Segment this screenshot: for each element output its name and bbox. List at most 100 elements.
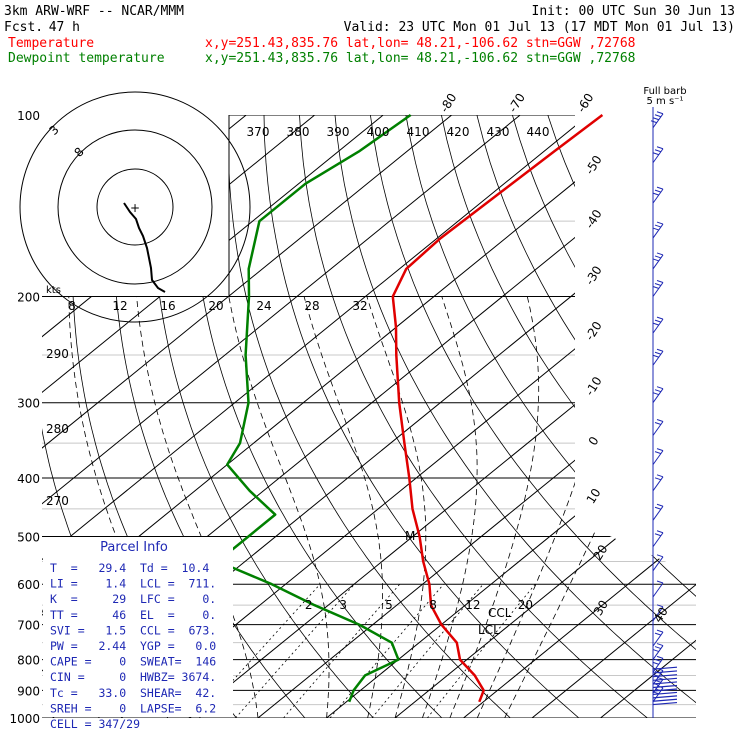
parcel-info-row: CIN = 0 HWBZ= 3674. bbox=[50, 670, 216, 684]
model-title: 3km ARW-WRF -- NCAR/MMM bbox=[4, 4, 184, 19]
parcel-info-row: CELL = 347/29 bbox=[50, 717, 140, 731]
mixing-ratio-line bbox=[329, 583, 444, 718]
forecast-hour: 47 h bbox=[49, 20, 80, 35]
wind-barb-low bbox=[652, 666, 678, 670]
wind-barb-flag bbox=[654, 189, 662, 193]
parcel-info-box: Parcel Info T = 29.4 Td = 10.4 LI = 1.4 LC… bbox=[43, 537, 233, 731]
mixing-ratio-label: 3 bbox=[339, 598, 347, 612]
wind-barb-low bbox=[652, 691, 678, 696]
hodograph-ring bbox=[57, 129, 213, 285]
dry-adiabat bbox=[152, 115, 386, 718]
wind-barb-flag bbox=[656, 604, 664, 608]
isotherm-label: -80 bbox=[437, 91, 459, 115]
wind-barb-flag bbox=[652, 354, 660, 358]
dewpoint-location: x,y=251.43,835.76 lat,lon= 48.21,-106.62… bbox=[205, 51, 635, 66]
dewpoint-legend: Dewpoint temperature bbox=[8, 51, 165, 66]
speed-axis-label: 8 bbox=[68, 299, 76, 313]
isotherm-line bbox=[515, 115, 696, 718]
wind-barb-flag bbox=[652, 227, 660, 231]
wind-barb-staff bbox=[652, 148, 664, 164]
wind-barb-flag bbox=[656, 221, 664, 225]
wind-barb-flag bbox=[656, 655, 664, 659]
wind-barb-flag bbox=[656, 554, 664, 558]
wind-barb-flag bbox=[652, 192, 660, 196]
dry-adiabat bbox=[405, 115, 696, 718]
wind-barb-flag bbox=[652, 392, 660, 396]
wind-barb-staff bbox=[652, 631, 664, 647]
speed-axis-label: 32 bbox=[352, 299, 367, 313]
wind-barb-flag bbox=[654, 114, 662, 118]
temperature-legend: Temperature bbox=[8, 36, 94, 51]
hodograph-units: kts bbox=[46, 285, 61, 296]
isotherm-label: -30 bbox=[582, 263, 604, 287]
wind-barb bbox=[652, 530, 664, 548]
isotherm-label: -20 bbox=[582, 319, 604, 343]
wind-barb-staff bbox=[652, 388, 664, 403]
mixing-ratio-label: 2 bbox=[305, 598, 313, 612]
wind-barb-low bbox=[652, 681, 678, 685]
forecast-label: Fcst. bbox=[4, 20, 43, 35]
isotherm-label: -50 bbox=[582, 153, 604, 177]
wind-barb-flag bbox=[656, 580, 664, 584]
theta-label-top: 390 bbox=[327, 125, 350, 139]
parcel-info-title: Parcel Info bbox=[100, 540, 168, 555]
dry-adiabat bbox=[227, 115, 525, 718]
parcel-info-row: SVI = 1.5 CCL = 673. bbox=[50, 623, 216, 637]
hodograph-ring bbox=[19, 91, 251, 323]
wind-barb-flag bbox=[656, 530, 664, 534]
moist-adiabat bbox=[504, 296, 689, 718]
moist-adiabat bbox=[422, 296, 478, 718]
pressure-label: 100 bbox=[17, 109, 40, 123]
wind-barb-flag bbox=[654, 283, 662, 286]
wind-barb-low bbox=[652, 695, 678, 699]
wind-barb-flag bbox=[656, 386, 664, 390]
wind-barb-flag bbox=[652, 152, 660, 156]
wind-barb-low bbox=[652, 688, 678, 692]
hodograph-ring bbox=[96, 168, 174, 246]
pressure-label: 500 bbox=[17, 530, 40, 544]
mixing-ratio-line bbox=[235, 583, 355, 718]
theta-label-top: 380 bbox=[287, 125, 310, 139]
wind-barb bbox=[652, 316, 664, 334]
moist-adiabat bbox=[449, 296, 540, 718]
isotherm-label: -40 bbox=[582, 207, 604, 231]
wind-barb-staff bbox=[652, 532, 664, 548]
moist-adiabat bbox=[303, 296, 384, 718]
wind-barb-flag bbox=[652, 649, 660, 653]
wind-barb bbox=[652, 643, 664, 660]
wind-barb-flag bbox=[656, 252, 664, 256]
isotherm-label: 0 bbox=[586, 434, 602, 448]
moist-adiabat bbox=[476, 296, 614, 718]
wind-barb-staff bbox=[652, 450, 664, 465]
wind-barb-flag bbox=[654, 506, 662, 510]
wind-barb-low bbox=[652, 684, 678, 689]
isotherm-label: 30 bbox=[591, 598, 611, 618]
dry-adiabat bbox=[263, 115, 595, 718]
wind-barb bbox=[652, 503, 664, 521]
temperature-line bbox=[391, 114, 604, 703]
wind-barb-flag bbox=[656, 419, 664, 422]
parcel-info-row: PW = 2.44 YGP = 0.0 bbox=[50, 639, 216, 653]
speed-axis-label: 20 bbox=[208, 299, 223, 313]
wind-barb-flag bbox=[656, 280, 664, 283]
wind-barb-flag bbox=[656, 316, 664, 320]
wind-barb-flag bbox=[654, 319, 662, 323]
dry-adiabat bbox=[370, 115, 696, 718]
parcel-info-background bbox=[43, 537, 233, 717]
wind-barb-flag bbox=[654, 477, 662, 481]
theta-label-top: 370 bbox=[247, 125, 270, 139]
isotherm-label: -10 bbox=[582, 374, 604, 398]
hodograph-trace bbox=[123, 202, 166, 293]
wind-barb-flag bbox=[652, 661, 660, 665]
wind-barb bbox=[652, 252, 664, 270]
wind-barb bbox=[652, 580, 664, 598]
mixing-ratio-line bbox=[283, 583, 401, 718]
isotherm-line bbox=[378, 115, 696, 718]
isotherm-line bbox=[42, 115, 590, 718]
wind-barb-flag bbox=[656, 676, 664, 680]
wind-barb-flag bbox=[652, 258, 660, 262]
wind-barb bbox=[652, 186, 664, 204]
